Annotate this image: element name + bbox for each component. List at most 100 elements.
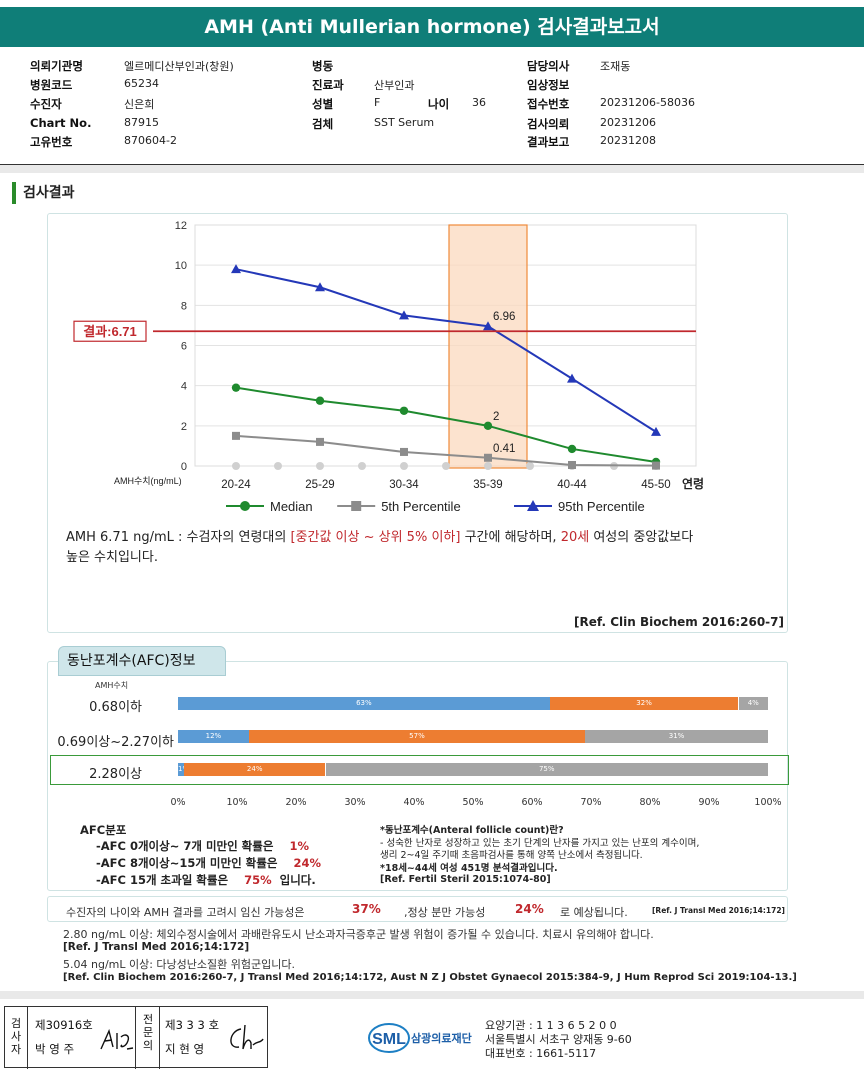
afc-axis-label: 0% bbox=[170, 797, 186, 808]
afc-dist-value: 24% bbox=[293, 856, 321, 870]
legend-label: 95th Percentile bbox=[558, 499, 645, 514]
afc-bar-segment: 4% bbox=[738, 697, 768, 710]
afc-bar-segment: 57% bbox=[248, 730, 586, 743]
chart-panel: 0 2 4 6 8 10 12 20-24 25-29 30-34 35-39 40-44 45-50 연… bbox=[47, 213, 788, 633]
tester-label: 검사자 bbox=[6, 1017, 26, 1056]
hospital-label: 의뢰기관명 bbox=[30, 59, 83, 73]
afc-axis-label: 30% bbox=[344, 797, 366, 808]
interp-part1: AMH 6.71 ng/mL : 수검자의 연령대의 bbox=[66, 530, 291, 545]
data-label: 2 bbox=[493, 411, 499, 423]
tester-number: 제30916호 bbox=[35, 1018, 93, 1032]
afc-axis-label: 40% bbox=[403, 797, 425, 808]
data-point bbox=[231, 264, 241, 274]
x-tick-label: 30-34 bbox=[389, 479, 419, 491]
y-tick-label: 4 bbox=[181, 381, 187, 393]
chart-label: Chart No. bbox=[30, 116, 92, 130]
afc-row-label: 0.68이하 bbox=[89, 700, 142, 715]
data-point bbox=[399, 406, 409, 415]
interp-line2: 높은 수치입니다. bbox=[66, 550, 158, 565]
data-point bbox=[232, 431, 240, 440]
afc-bar-segment: 12% bbox=[178, 730, 249, 743]
afc-bar-row: 63% 32% 4% bbox=[178, 697, 768, 710]
afc-dist-title: AFC분포 bbox=[80, 823, 127, 837]
report-label: 결과보고 bbox=[527, 135, 570, 149]
sml-logo-icon: SML bbox=[368, 1023, 410, 1053]
afc-bar-segment: 31% bbox=[585, 730, 768, 743]
afc-bar-row: 12% 57% 31% bbox=[178, 730, 768, 743]
afc-note: [Ref. Fertil Steril 2015:1074-80] bbox=[380, 874, 551, 885]
interp-age: 20세 bbox=[560, 530, 590, 545]
data-point bbox=[484, 453, 492, 462]
pregnancy-value-2: 24% bbox=[515, 902, 544, 916]
data-point bbox=[400, 447, 408, 456]
x-tick-marker bbox=[484, 462, 492, 470]
y-tick-label: 12 bbox=[175, 220, 187, 232]
afc-dist-line: -AFC 8개이상~15개 미만인 확률은 24% bbox=[96, 855, 321, 871]
interp-range: [중간값 이상 ~ 상위 5% 이하] bbox=[290, 530, 461, 545]
y-tick-label: 2 bbox=[181, 421, 187, 433]
afc-dist-line: -AFC 0개이상~ 7개 미만인 확률은 1% bbox=[96, 838, 309, 854]
separator-band bbox=[0, 165, 864, 173]
afc-axis-label: 20% bbox=[285, 797, 307, 808]
data-point bbox=[231, 383, 241, 392]
note-1: 2.80 ng/mL 이상: 체외수정시술에서 과배란유도시 난소과자극증후군 … bbox=[63, 928, 654, 941]
x-tick-marker bbox=[232, 462, 240, 470]
afc-axis-label: 100% bbox=[754, 797, 782, 808]
afc-dist-suffix: 입니다. bbox=[279, 873, 316, 887]
series-line bbox=[235, 386, 657, 463]
specimen-label: 검체 bbox=[312, 117, 334, 131]
logo-name: 삼광의료재단 bbox=[411, 1032, 472, 1045]
delivery-rate: 24% bbox=[515, 902, 544, 916]
data-point bbox=[567, 444, 577, 454]
confirm-label-text: 전문의 bbox=[142, 1013, 154, 1052]
afc-bar-segment: 1% bbox=[178, 763, 184, 776]
age-value: 36 bbox=[472, 96, 486, 109]
tester-label-text: 검사자 bbox=[10, 1017, 22, 1056]
sex-value: F bbox=[374, 96, 381, 109]
data-point bbox=[483, 421, 493, 431]
afc-dist-text: -AFC 0개이상~ 7개 미만인 확률은 bbox=[96, 839, 274, 853]
section-title: 검사결과 bbox=[12, 182, 75, 204]
afc-panel bbox=[47, 661, 788, 891]
doctor-value: 조재동 bbox=[600, 60, 631, 73]
sex-label: 성별 bbox=[312, 97, 334, 111]
data-point bbox=[651, 426, 661, 436]
hospital-value: 엘르메디산부인과(창원) bbox=[124, 60, 234, 73]
x-tick-label: 40-44 bbox=[557, 479, 587, 491]
afc-bar-segment: 32% bbox=[549, 697, 739, 710]
afc-note: 생리 2~4일 주기때 초음파검사를 통해 양쪽 난소에서 측정됩니다. bbox=[380, 850, 643, 861]
y-tick-label: 10 bbox=[175, 260, 187, 272]
doctor-label: 담당의사 bbox=[527, 59, 570, 73]
interpretation: AMH 6.71 ng/mL : 수검자의 연령대의 [중간값 이상 ~ 상위 … bbox=[66, 528, 796, 568]
x-tick-label: 45-50 bbox=[641, 479, 670, 491]
afc-dist-line: -AFC 15개 초과일 확률은 75% 입니다. bbox=[96, 872, 316, 888]
legend-marker bbox=[240, 501, 250, 511]
id-value: 870604-2 bbox=[124, 134, 177, 147]
x-tick-label: 20-24 bbox=[221, 479, 251, 491]
afc-bar-segment: 75% bbox=[325, 763, 768, 776]
x-tick-marker bbox=[274, 462, 282, 470]
code-value: 65234 bbox=[124, 77, 159, 90]
afc-highlight-row bbox=[50, 755, 789, 785]
lab-code: 요양기관 : 1 1 3 6 5 2 0 0 bbox=[485, 1019, 617, 1032]
series-line bbox=[235, 434, 657, 467]
interp-part3: 여성의 중앙값보다 bbox=[589, 530, 694, 545]
lab-address: 서울특별시 서초구 양재동 9-60 bbox=[485, 1033, 632, 1046]
chart-value: 87915 bbox=[124, 116, 159, 129]
afc-axis-label: 50% bbox=[462, 797, 484, 808]
afc-dist-value: 1% bbox=[289, 839, 309, 853]
afc-axis-label: 80% bbox=[639, 797, 661, 808]
tester-name: 박 영 주 bbox=[35, 1042, 75, 1056]
data-point bbox=[399, 310, 409, 320]
dept-label: 진료과 bbox=[312, 78, 344, 92]
y-tick-label: 0 bbox=[181, 461, 187, 473]
confirm-label: 전문의 bbox=[138, 1013, 158, 1052]
afc-axis-label: 10% bbox=[226, 797, 248, 808]
receipt-label: 접수번호 bbox=[527, 97, 570, 111]
divider bbox=[135, 1007, 136, 1069]
y-axis-label: AMH수치(ng/mL) bbox=[114, 475, 182, 486]
confirm-name: 지 현 영 bbox=[165, 1042, 205, 1056]
series-line bbox=[235, 268, 657, 433]
data-point bbox=[483, 321, 493, 331]
x-tick-marker bbox=[442, 462, 450, 470]
